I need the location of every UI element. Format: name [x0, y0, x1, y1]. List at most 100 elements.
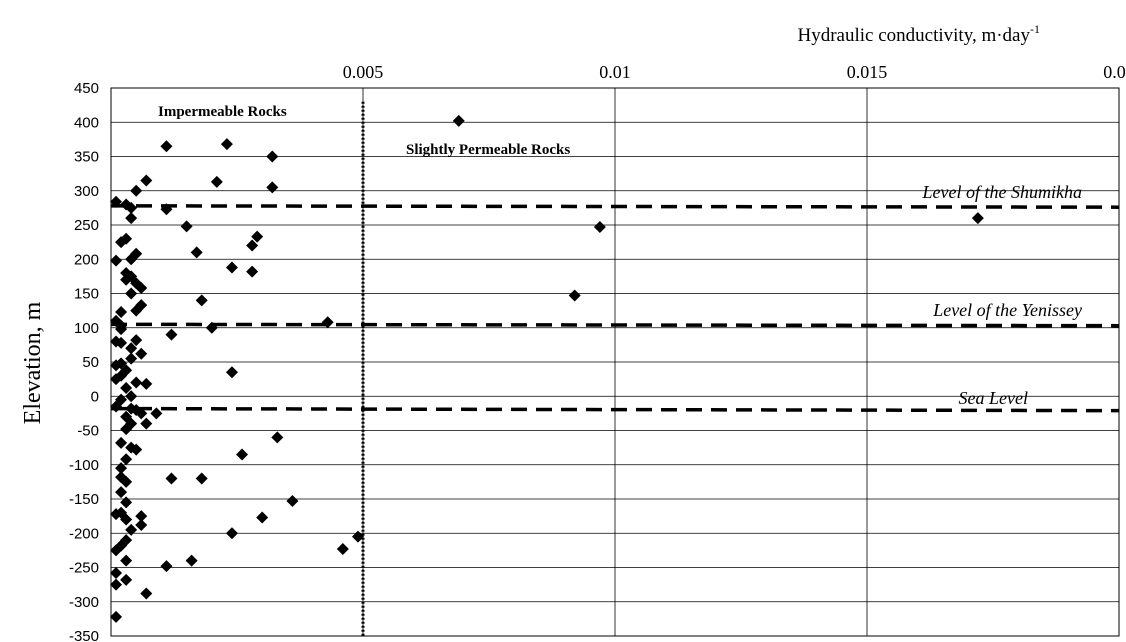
data-point: [971, 212, 984, 225]
y-tick-label: 100: [74, 320, 99, 337]
data-point: [115, 486, 128, 499]
data-point: [115, 323, 128, 336]
data-point: [140, 587, 153, 600]
data-point: [225, 261, 238, 274]
data-point: [165, 328, 178, 341]
x-axis-title: Hydraulic conductivity, m·day-1: [797, 22, 1040, 46]
data-point: [120, 554, 133, 567]
data-point: [256, 511, 269, 524]
y-tick-label: 400: [74, 114, 99, 131]
data-point: [110, 400, 123, 413]
reference-level-line: [110, 406, 1120, 413]
data-point: [130, 184, 143, 197]
data-point: [110, 578, 123, 591]
data-point: [205, 321, 218, 334]
y-tick-label: -50: [77, 423, 99, 440]
data-point: [195, 294, 208, 307]
data-point: [336, 543, 349, 556]
data-point: [125, 342, 138, 355]
data-point: [266, 150, 279, 163]
data-point: [125, 352, 138, 365]
data-point: [110, 610, 123, 623]
data-point: [125, 390, 138, 403]
data-point: [195, 472, 208, 485]
data-point: [125, 523, 138, 536]
y-tick-label: -250: [69, 560, 99, 577]
data-point: [130, 443, 143, 456]
data-point: [225, 527, 238, 540]
y-tick-label: -150: [69, 491, 99, 508]
region-label-slightly-permeable: Slightly Permeable Rocks: [406, 142, 570, 158]
data-point: [115, 462, 128, 475]
data-point: [120, 453, 133, 466]
data-point: [190, 246, 203, 259]
data-point: [115, 305, 128, 318]
y-tick-label: 450: [74, 80, 99, 97]
y-tick-label: -350: [69, 628, 99, 642]
data-point: [120, 382, 133, 395]
data-point: [140, 417, 153, 430]
y-tick-label: 200: [74, 251, 99, 268]
data-point: [110, 544, 123, 557]
x-axis-title-superscript: -1: [1030, 22, 1040, 36]
data-point: [150, 407, 163, 420]
data-point: [135, 282, 148, 295]
data-point: [271, 431, 284, 444]
reference-level-line: [110, 322, 1120, 328]
y-tick-label: -100: [69, 457, 99, 474]
data-point: [135, 510, 148, 523]
y-tick-label: 0: [91, 388, 99, 405]
data-point: [246, 265, 259, 278]
data-point: [130, 376, 143, 389]
data-point: [452, 114, 465, 127]
data-point: [593, 221, 606, 234]
y-tick-label: -200: [69, 525, 99, 542]
y-tick-labels: 450 400 350 300 250 200 150 100 50 0 -50 -100 -150 -2…: [69, 80, 99, 642]
x-tick-labels: 0.005 0.01 0.015 0.02: [343, 62, 1126, 82]
level-label-shumikha: Level of the Shumikha: [922, 182, 1082, 202]
y-tick-label: 150: [74, 286, 99, 303]
data-point: [220, 138, 233, 151]
data-point: [110, 508, 123, 521]
data-point: [120, 273, 133, 286]
data-point: [225, 366, 238, 379]
data-point: [568, 289, 581, 302]
data-point: [115, 236, 128, 249]
data-point: [120, 513, 133, 526]
x-tick-label: 0.02: [1103, 62, 1126, 82]
y-tick-label: 250: [74, 217, 99, 234]
data-point: [130, 334, 143, 347]
reference-level-line: [110, 204, 1120, 209]
level-label-sea-level: Sea Level: [959, 388, 1028, 408]
plot-area-border: [110, 87, 1120, 637]
data-point: [120, 573, 133, 586]
data-point: [110, 359, 123, 372]
data-point: [110, 566, 123, 579]
data-point: [125, 212, 138, 225]
data-point: [286, 495, 299, 508]
data-point: [160, 140, 173, 153]
data-point: [180, 220, 193, 233]
data-point: [110, 373, 123, 386]
data-point: [135, 519, 148, 532]
data-point: [125, 287, 138, 300]
data-point: [120, 496, 133, 509]
data-point: [125, 201, 138, 214]
y-tick-label: -300: [69, 594, 99, 611]
data-point: [321, 316, 334, 329]
data-point: [165, 472, 178, 485]
data-point: [210, 175, 223, 188]
data-point: [120, 475, 133, 488]
region-label-impermeable: Impermeable Rocks: [158, 104, 287, 120]
data-point: [110, 254, 123, 267]
data-point: [236, 448, 249, 461]
data-point: [115, 336, 128, 349]
y-axis-title: Elevation, m: [20, 301, 46, 424]
x-tick-label: 0.015: [847, 62, 888, 82]
y-tick-label: 300: [74, 183, 99, 200]
data-point: [110, 195, 123, 208]
data-point: [120, 423, 133, 436]
data-point: [135, 347, 148, 360]
